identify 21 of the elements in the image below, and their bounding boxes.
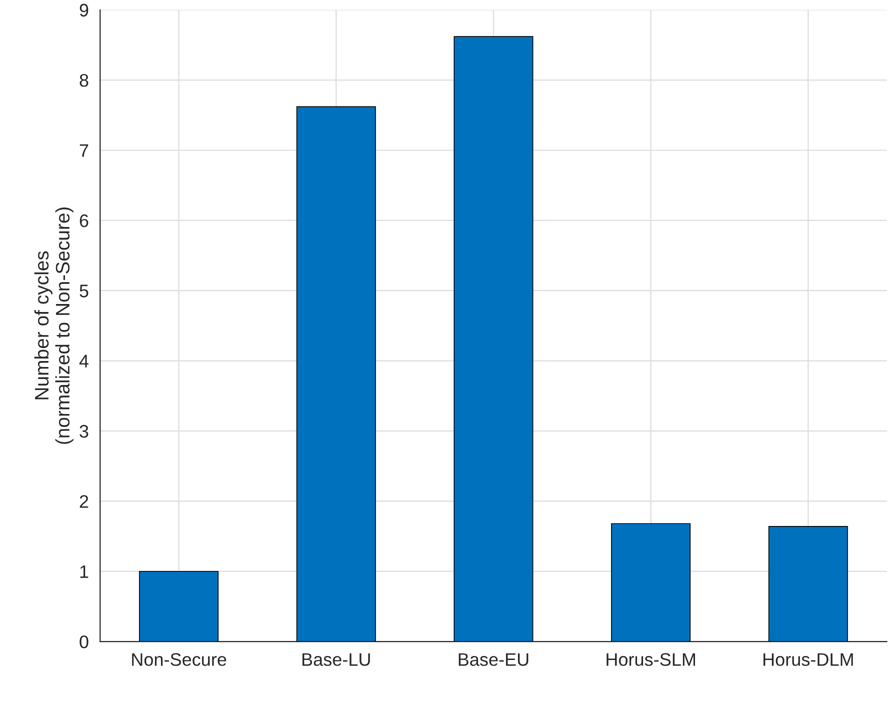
bar [454,36,534,642]
y-tick-label: 7 [80,144,88,157]
y-tick-label: 0 [80,635,88,648]
y-tick-label: 8 [80,74,88,87]
bar [139,570,219,642]
x-tick-label: Non-Secure [132,653,226,666]
y-axis-title: Number of cycles (normalized to Non-Secure) [34,207,74,444]
bar [296,106,376,642]
y-tick-label: 3 [80,424,88,438]
y-tick-label: 6 [80,214,88,228]
bar [768,526,848,642]
x-tick-label: Base-LU [302,653,370,666]
y-tick-label: 5 [80,284,88,298]
x-tick-label: Horus-DLM [764,653,853,666]
y-tick-label: 1 [80,565,88,578]
y-tick-label: 4 [79,354,88,368]
x-tick-label: Base-EU [458,653,528,666]
y-tick-label: 2 [80,495,88,508]
y-tick-label: 9 [80,4,88,17]
bar [611,523,691,642]
x-tick-label: Horus-SLM [606,653,696,666]
